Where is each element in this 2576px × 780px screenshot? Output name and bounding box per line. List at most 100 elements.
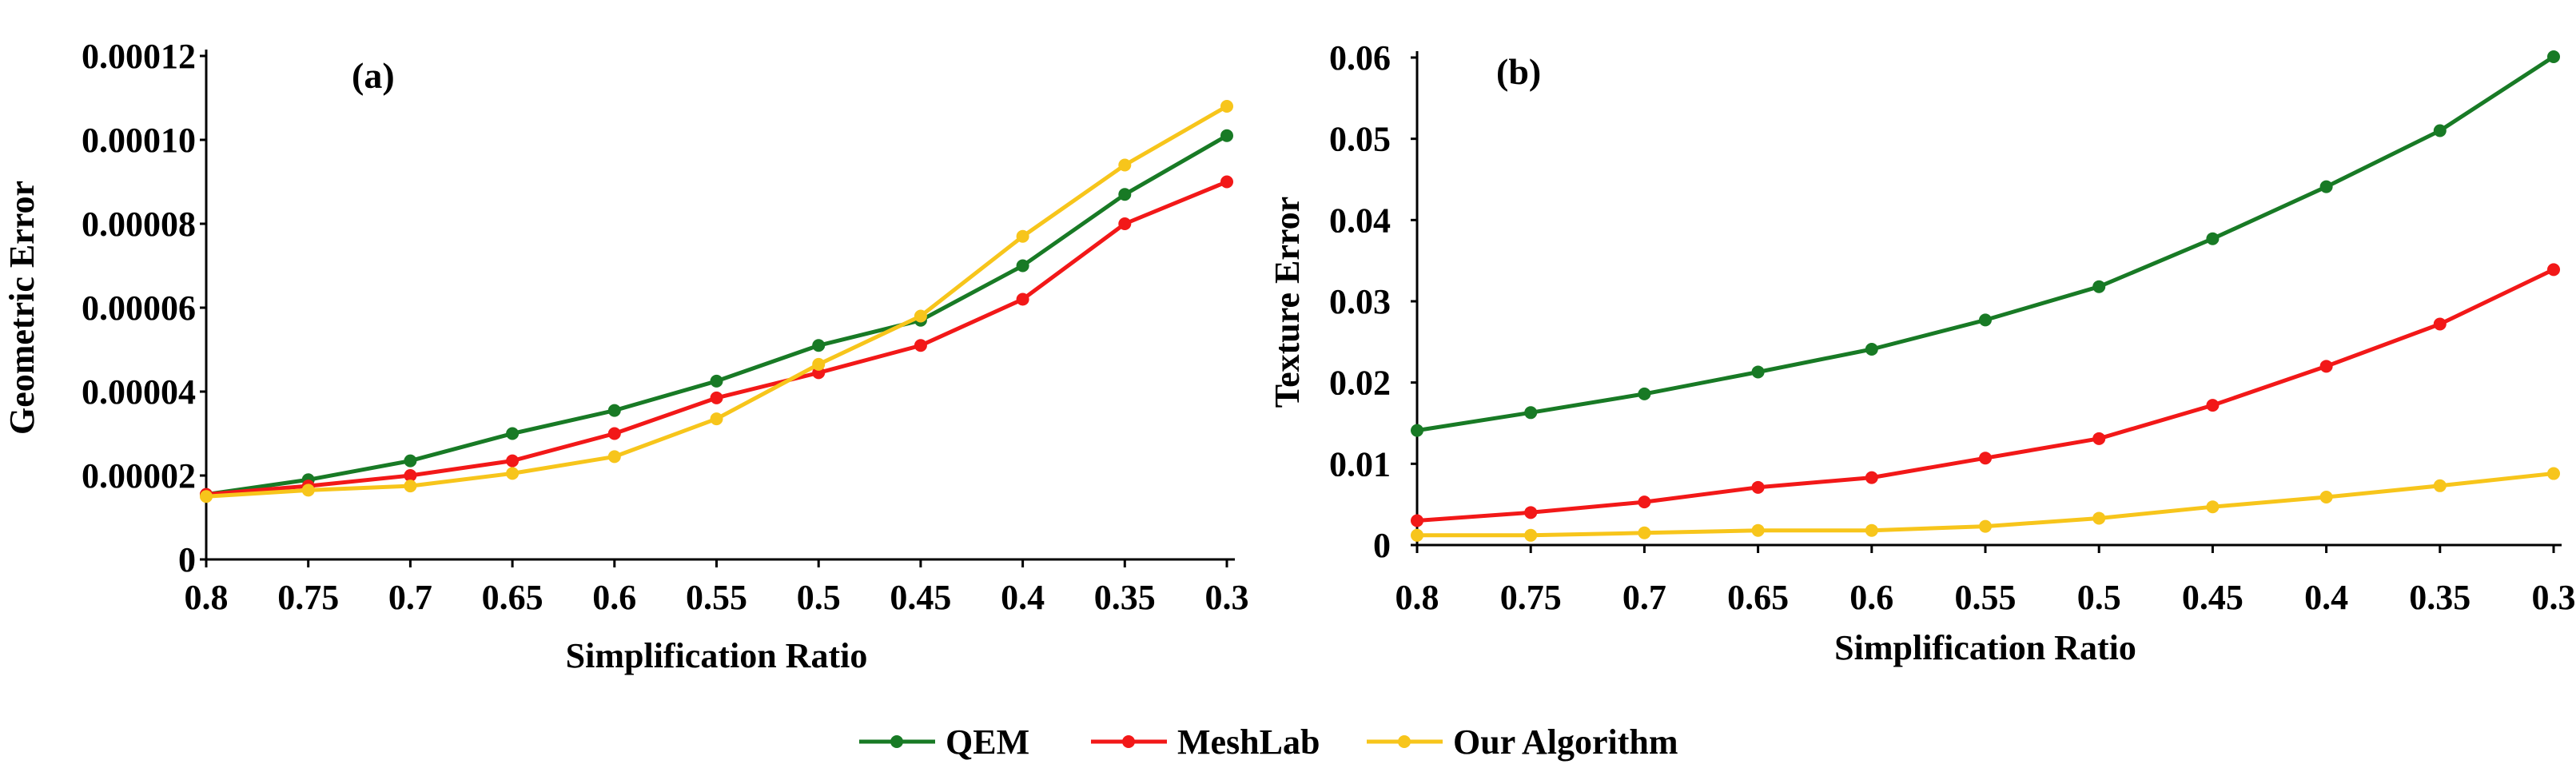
data-point-qem	[2433, 124, 2447, 137]
data-point-meshlab	[607, 427, 621, 440]
x-tick-label: 0.55	[686, 578, 747, 617]
x-tick-label: 0.5	[797, 578, 841, 617]
legend-item-meshlab: MeshLab	[1091, 722, 1320, 762]
data-point-our-algorithm	[301, 484, 315, 497]
data-point-our-algorithm	[914, 309, 927, 323]
legend-item-our-algorithm: Our Algorithm	[1367, 722, 1678, 762]
data-point-qem	[1865, 342, 1878, 356]
data-point-our-algorithm	[1979, 519, 1992, 533]
y-tick-label: 0	[1373, 526, 1391, 565]
x-tick-label: 0.35	[2409, 578, 2470, 617]
x-tick-label: 0.5	[2077, 578, 2121, 617]
data-point-meshlab	[914, 339, 927, 352]
y-tick-label: 0	[178, 540, 196, 579]
data-point-meshlab	[710, 391, 723, 404]
series-our-algorithm	[200, 100, 1233, 503]
data-point-our-algorithm	[1016, 229, 1029, 243]
series-meshlab	[200, 175, 1233, 501]
y-tick-label: 0.06	[1329, 38, 1391, 78]
y-axis-title: Texture Error	[1268, 197, 1307, 408]
series-meshlab	[1411, 263, 2560, 527]
y-tick-label: 0.03	[1329, 282, 1391, 321]
x-tick-label: 0.8	[1395, 578, 1439, 617]
data-point-qem	[1016, 259, 1029, 273]
data-point-our-algorithm	[1118, 158, 1132, 172]
data-point-qem	[1118, 188, 1132, 201]
data-point-meshlab	[1638, 495, 1651, 509]
data-point-qem	[1751, 365, 1765, 379]
data-point-qem	[710, 374, 723, 388]
data-point-our-algorithm	[607, 450, 621, 464]
legend-swatch-marker	[890, 735, 903, 748]
x-tick-label: 0.4	[1001, 578, 1045, 617]
data-point-qem	[2206, 232, 2220, 245]
y-tick-label: 0.05	[1329, 120, 1391, 159]
data-point-meshlab	[1016, 292, 1029, 306]
x-tick-label: 0.65	[482, 578, 543, 617]
x-tick-label: 0.7	[388, 578, 432, 617]
data-point-meshlab	[1865, 471, 1878, 484]
data-point-our-algorithm	[2547, 467, 2560, 480]
data-point-meshlab	[1979, 452, 1992, 465]
x-axis-title: Simplification Ratio	[566, 636, 868, 675]
data-point-meshlab	[2206, 399, 2220, 412]
legend-swatch-marker	[1398, 735, 1411, 748]
data-point-our-algorithm	[1220, 100, 1233, 113]
data-point-our-algorithm	[1865, 523, 1878, 537]
data-point-qem	[1638, 387, 1651, 400]
data-point-qem	[1220, 129, 1233, 142]
series-qem	[1411, 50, 2560, 437]
data-point-meshlab	[2433, 317, 2447, 331]
y-axis-title: Geometric Error	[2, 181, 42, 435]
x-axis-title: Simplification Ratio	[1834, 628, 2136, 667]
data-point-qem	[506, 427, 520, 440]
data-point-our-algorithm	[2206, 500, 2220, 514]
y-tick-label: 0.00012	[82, 37, 196, 76]
x-tick-label: 0.75	[277, 578, 339, 617]
x-tick-label: 0.3	[2532, 578, 2576, 617]
x-tick-label: 0.45	[2182, 578, 2244, 617]
data-point-our-algorithm	[404, 480, 417, 493]
data-point-our-algorithm	[1751, 523, 1765, 537]
x-tick-label: 0.7	[1622, 578, 1666, 617]
legend-label: QEM	[946, 722, 1029, 762]
data-point-meshlab	[1751, 480, 1765, 494]
data-point-our-algorithm	[200, 490, 213, 503]
x-tick-label: 0.75	[1500, 578, 1562, 617]
x-tick-label: 0.6	[592, 578, 636, 617]
y-tick-label: 0.02	[1329, 364, 1391, 403]
legend-label: MeshLab	[1177, 722, 1320, 762]
data-point-meshlab	[404, 469, 417, 482]
data-point-qem	[404, 454, 417, 468]
data-point-meshlab	[2547, 263, 2560, 277]
data-point-qem	[2092, 280, 2106, 293]
data-point-our-algorithm	[2433, 479, 2447, 492]
data-point-our-algorithm	[812, 357, 826, 371]
x-tick-label: 0.65	[1727, 578, 1789, 617]
panel-label: (b)	[1496, 51, 1541, 92]
y-tick-label: 0.04	[1329, 201, 1391, 240]
data-point-meshlab	[1411, 514, 1423, 527]
panel-a: 0 0.00002 0.00004 0.00006 0.00008 0.00010 0.00…	[2, 37, 1249, 675]
data-point-qem	[2319, 180, 2333, 193]
x-tick-label: 0.6	[1849, 578, 1893, 617]
data-point-meshlab	[1524, 506, 1538, 519]
y-tick-label: 0.00004	[82, 372, 196, 412]
data-point-our-algorithm	[2092, 511, 2106, 525]
data-point-our-algorithm	[1638, 526, 1651, 539]
data-point-meshlab	[2319, 360, 2333, 373]
data-point-meshlab	[1118, 217, 1132, 230]
x-tick-label: 0.35	[1094, 578, 1156, 617]
data-point-our-algorithm	[1524, 528, 1538, 542]
data-point-meshlab	[506, 454, 520, 468]
y-tick-label: 0.00002	[82, 456, 196, 495]
y-tick-label: 0.01	[1329, 444, 1391, 484]
data-point-qem	[2547, 50, 2560, 63]
y-tick-label: 0.00008	[82, 205, 196, 244]
series-our-algorithm	[1411, 467, 2560, 542]
y-tick-label: 0.00010	[82, 121, 196, 160]
data-point-our-algorithm	[2319, 491, 2333, 504]
panel-label: (a)	[352, 55, 395, 96]
